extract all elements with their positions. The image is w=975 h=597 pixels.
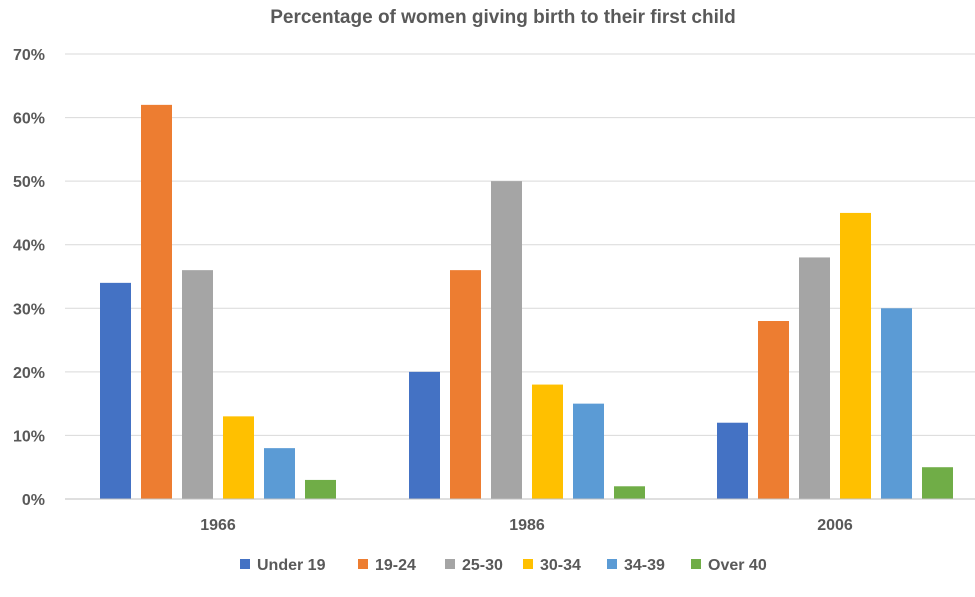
legend-label: 25-30: [462, 557, 503, 574]
bar-1986-under-19: [409, 371, 440, 499]
legend-swatch: [358, 559, 368, 569]
bar-1966-over-40: [305, 479, 336, 499]
bar-1986-30-34: [532, 384, 563, 499]
x-tick-label: 1986: [509, 517, 545, 534]
y-tick-label: 40%: [13, 238, 45, 255]
bar-1966-34-39: [264, 448, 295, 499]
x-axis: 1966 1986 2006: [65, 498, 975, 534]
x-tick-label: 2006: [817, 517, 853, 534]
y-tick-label: 50%: [13, 174, 45, 191]
bar-1986-19-24: [450, 270, 481, 499]
bar-1986-34-39: [573, 403, 604, 499]
y-tick-label: 0%: [22, 492, 45, 509]
bar-2006-25-30: [799, 257, 830, 499]
legend-swatch: [691, 559, 701, 569]
legend-label: Under 19: [257, 557, 326, 574]
bar-1986-25-30: [491, 181, 522, 499]
legend-label: 19-24: [375, 557, 416, 574]
chart-title: Percentage of women giving birth to thei…: [270, 7, 736, 28]
bar-1986-over-40: [614, 486, 645, 499]
legend-label: 34-39: [624, 557, 665, 574]
bar-2006-30-34: [840, 212, 871, 499]
bar-2006-34-39: [881, 308, 912, 499]
legend-label: 30-34: [540, 557, 581, 574]
y-tick-label: 20%: [13, 365, 45, 382]
y-tick-label: 10%: [13, 428, 45, 445]
legend-label: Over 40: [708, 557, 767, 574]
legend: Under 19 19-24 25-30 30-34 34-39 Over 40: [240, 557, 767, 574]
bars: [100, 104, 953, 499]
y-tick-label: 30%: [13, 301, 45, 318]
legend-swatch: [240, 559, 250, 569]
legend-swatch: [445, 559, 455, 569]
y-tick-label: 70%: [13, 47, 45, 64]
bar-1966-25-30: [182, 270, 213, 499]
bar-2006-over-40: [922, 467, 953, 499]
bar-1966-30-34: [223, 416, 254, 499]
legend-swatch: [523, 559, 533, 569]
bar-2006-19-24: [758, 321, 789, 499]
bar-1966-under-19: [100, 282, 131, 499]
bar-2006-under-19: [717, 422, 748, 499]
y-axis-tick-labels: 0% 10% 20% 30% 40% 50% 60% 70%: [13, 47, 45, 509]
x-tick-label: 1966: [200, 517, 236, 534]
legend-swatch: [607, 559, 617, 569]
bar-1966-19-24: [141, 104, 172, 499]
y-tick-label: 60%: [13, 111, 45, 128]
